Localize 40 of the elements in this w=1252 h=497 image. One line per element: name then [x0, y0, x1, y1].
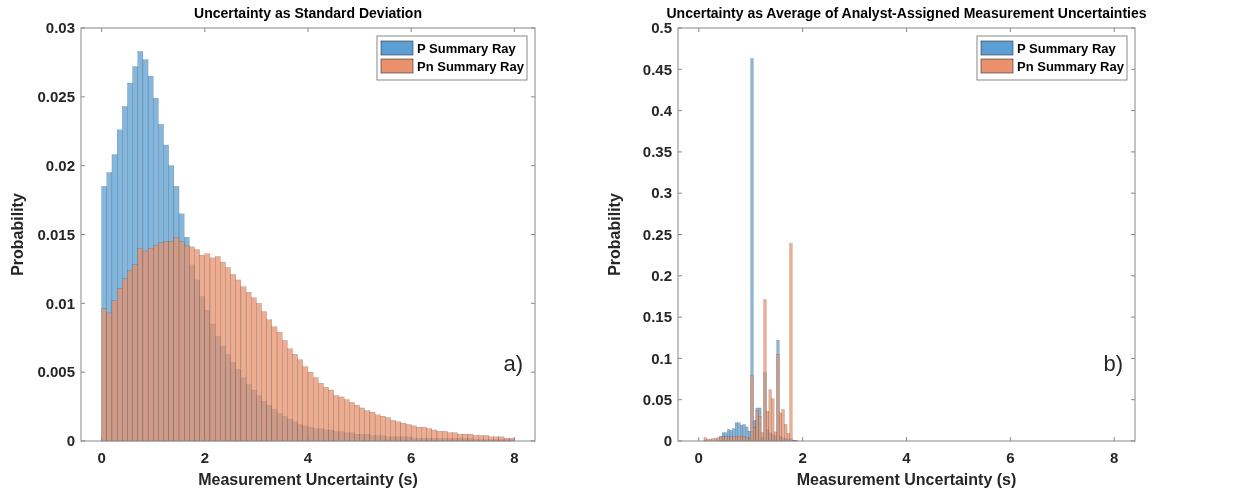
y-tick-label: 0	[66, 432, 75, 450]
x-tick-label: 6	[407, 449, 416, 466]
legend-label: P Summary Ray	[1017, 40, 1117, 56]
y-tick-label: 0.15	[642, 308, 672, 326]
y-tick-label: 0.005	[37, 363, 75, 381]
x-tick-label: 4	[303, 449, 313, 466]
legend-label: P Summary Ray	[417, 40, 517, 56]
y-axis-title: Probability	[9, 193, 26, 276]
x-tick-label: 6	[1006, 449, 1015, 466]
y-tick-label: 0.01	[45, 294, 75, 312]
y-axis-title: Probability	[606, 193, 623, 276]
x-tick-label: 2	[200, 449, 209, 466]
y-tick-label: 0.2	[651, 267, 672, 285]
legend-label: Pn Summary Ray	[417, 58, 525, 74]
y-tick-label: 0.05	[642, 390, 672, 408]
y-tick-label: 0.015	[37, 225, 75, 243]
x-tick-label: 8	[510, 449, 519, 466]
y-tick-label: 0.35	[642, 143, 672, 161]
y-tick-label: 0.02	[45, 156, 75, 174]
y-tick-label: 0.1	[651, 349, 672, 367]
y-tick-label: 0.03	[45, 19, 75, 37]
x-tick-label: 0	[694, 449, 703, 466]
y-tick-label: 0.25	[642, 225, 672, 243]
y-tick-label: 0.45	[642, 60, 672, 78]
x-tick-label: 4	[902, 449, 912, 466]
annotation: b)	[1103, 350, 1123, 376]
x-axis-title: Measurement Uncertainty (s)	[198, 471, 418, 488]
y-tick-label: 0.4	[651, 101, 673, 119]
x-tick-label: 2	[798, 449, 807, 466]
y-tick-label: 0.5	[651, 19, 672, 37]
chart-title: Uncertainty as Standard Deviation	[194, 5, 422, 21]
annotation: a)	[503, 350, 523, 376]
y-tick-label: 0	[663, 432, 672, 450]
x-tick-label: 0	[97, 449, 106, 466]
legend-label: Pn Summary Ray	[1017, 58, 1125, 74]
chart-title: Uncertainty as Average of Analyst-Assigned Measurement Uncertainties	[666, 5, 1147, 21]
y-tick-label: 0.3	[651, 184, 672, 202]
y-tick-label: 0.025	[37, 88, 75, 106]
x-axis-title: Measurement Uncertainty (s)	[796, 471, 1017, 488]
x-tick-label: 8	[1110, 449, 1119, 466]
